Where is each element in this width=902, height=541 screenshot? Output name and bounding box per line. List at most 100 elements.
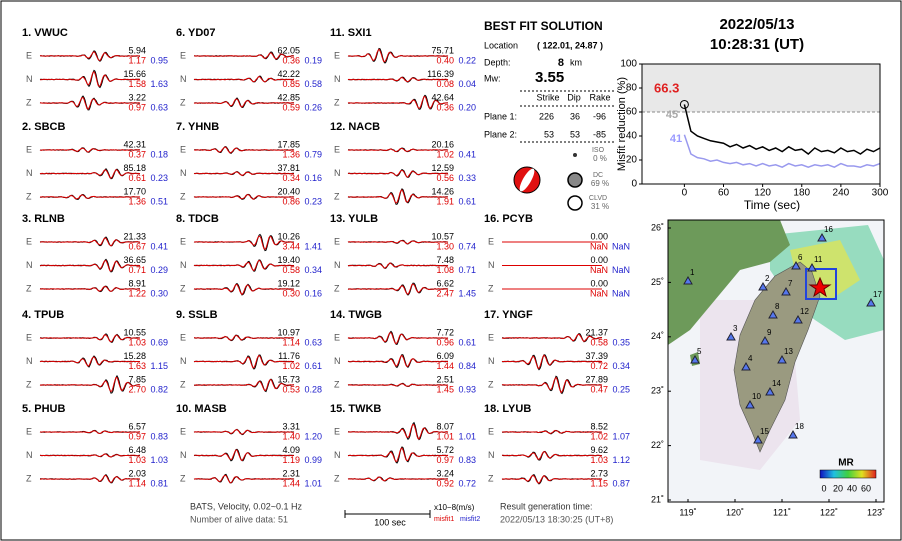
station-marker: [788, 429, 798, 439]
misfit2: 0.23: [150, 173, 168, 183]
synthetic-trace: [40, 474, 141, 483]
synthetic-trace: [39, 71, 141, 87]
amplitude: 15.73: [277, 374, 300, 384]
station-number: 2: [765, 274, 770, 283]
misfit2: NaN: [612, 288, 630, 298]
station-number: 14: [772, 379, 781, 388]
amplitude: 15.66: [123, 69, 146, 79]
component: E: [180, 144, 186, 154]
synthetic-trace: [193, 283, 294, 296]
map-border: [667, 219, 885, 503]
misfit2: NaN: [612, 241, 630, 251]
misfit1: 0.97: [128, 102, 146, 112]
event-date: 2022/05/13: [719, 16, 794, 33]
misfit2: 0.33: [458, 173, 476, 183]
beachball-band: [519, 168, 535, 192]
y-label: Misfit reduction (%): [616, 77, 628, 171]
amplitude: 20.16: [431, 139, 454, 149]
misfit2: 1.03: [150, 455, 168, 465]
station-marker: [791, 260, 801, 270]
station-number: 17: [873, 290, 882, 299]
misfit1: 1.91: [436, 196, 454, 206]
station-marker: [753, 434, 763, 444]
misfit1: 0.61: [128, 173, 146, 183]
component: Z: [334, 97, 340, 107]
misfit1: 0.97: [128, 431, 146, 441]
station-number: 8: [775, 302, 780, 311]
misfit1: 0.97: [436, 455, 454, 465]
misfit2: 1.07: [612, 431, 630, 441]
header: Rake: [589, 92, 610, 102]
misfit2: 0.41: [458, 149, 476, 159]
misfit2: 1.20: [304, 431, 322, 441]
component: E: [334, 332, 340, 342]
amplitude: 85.18: [123, 163, 146, 173]
lat-label: 24˚: [651, 331, 664, 341]
component: N: [488, 260, 495, 270]
taiwan: [733, 261, 821, 453]
amplitude: 5.72: [436, 445, 454, 455]
x-tick-label: 0: [682, 188, 688, 199]
synthetic-trace: [193, 75, 295, 83]
station-label: 16. PCYB: [484, 213, 533, 225]
synthetic-trace: [193, 194, 295, 200]
amplitude: 2.73: [590, 468, 608, 478]
synthetic-trace: [194, 146, 295, 154]
component: E: [334, 144, 340, 154]
amplitude: 4.09: [282, 445, 300, 455]
x-tick-label: 120: [754, 188, 771, 199]
misfit2: 1.63: [150, 79, 168, 89]
misfit2: 0.19: [304, 55, 322, 65]
colorbar-tick: 20: [833, 483, 843, 493]
x-tick-label: 180: [793, 188, 810, 199]
station-label: 10. MASB: [176, 403, 227, 415]
station-number: 16: [824, 225, 833, 234]
amplitude: 27.89: [585, 374, 608, 384]
amplitude: 36.65: [123, 255, 146, 265]
synthetic-trace: [39, 237, 141, 247]
synthetic-trace: [501, 354, 603, 369]
misfit2: 0.58: [304, 79, 322, 89]
misfit2: 0.79: [304, 149, 322, 159]
misfit1: 2.70: [128, 384, 146, 394]
amplitude: 75.71: [431, 45, 454, 55]
component: Z: [180, 473, 186, 483]
synthetic-trace: [501, 429, 603, 435]
component: N: [488, 356, 495, 366]
colorbar-tick: 60: [861, 483, 871, 493]
synthetic-trace: [347, 476, 449, 482]
amplitude: 19.40: [277, 255, 300, 265]
component: N: [180, 168, 187, 178]
synthetic-trace: [39, 96, 141, 110]
component-name: CLVD: [589, 195, 607, 202]
component: E: [334, 50, 340, 60]
misfit1: 0.56: [436, 173, 454, 183]
x-tick-label: 300: [872, 188, 889, 199]
event-time: 10:28:31 (UT): [710, 36, 804, 53]
synthetic-trace: [193, 52, 295, 60]
synthetic-trace: [39, 356, 141, 367]
misfit1: 0.37: [128, 149, 146, 159]
misfit2: 0.35: [612, 337, 630, 347]
amplitude: 8.52: [590, 421, 608, 431]
plane-value: 53: [570, 129, 580, 139]
component: E: [180, 236, 186, 246]
component: E: [180, 50, 186, 60]
component: E: [26, 332, 32, 342]
station-marker: [741, 361, 751, 371]
component-icon: [567, 195, 583, 211]
location: ( 122.01, 24.87 ): [537, 40, 603, 50]
misfit1: 2.47: [436, 288, 454, 298]
lat-label: 25˚: [651, 277, 664, 287]
misfit2: 0.34: [612, 361, 630, 371]
synthetic-trace: [502, 451, 603, 460]
synthetic-trace: [347, 383, 449, 387]
misfit1: 0.47: [590, 384, 608, 394]
misfit1: 0.30: [282, 288, 300, 298]
synthetic-trace: [39, 333, 141, 343]
station-label: 11. SXI1: [330, 27, 372, 39]
station-marker: [683, 275, 693, 285]
amplitude: 37.39: [585, 351, 608, 361]
station-label: 9. SSLB: [176, 309, 218, 321]
misfit1: 1.45: [436, 384, 454, 394]
